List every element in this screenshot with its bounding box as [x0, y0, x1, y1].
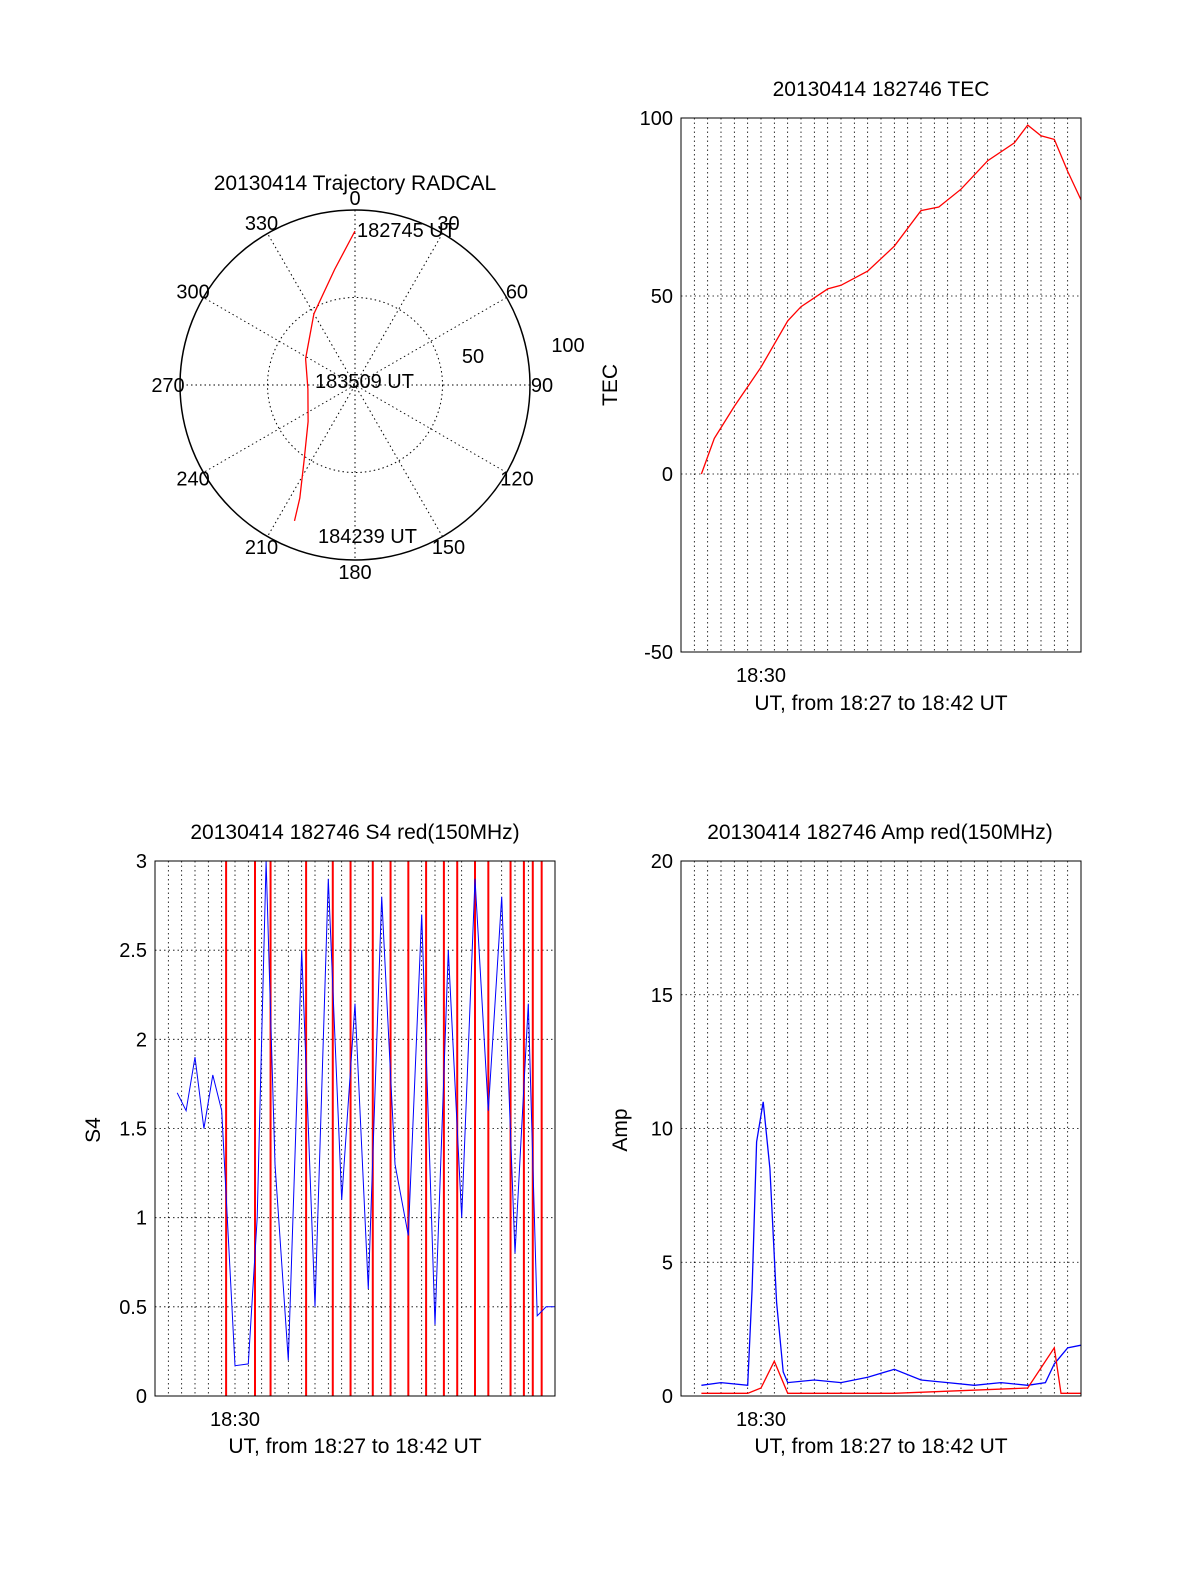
- tec-panel: 20130414 182746 TEC -50 0 50 100 18:30 UT, …: [599, 78, 1082, 715]
- tec-y-axis-label: TEC: [599, 364, 622, 406]
- tec-x-tick-label: 18:30: [736, 665, 786, 687]
- polar-angle-label: 240: [176, 469, 209, 491]
- s4-axes-frame: [154, 860, 556, 1397]
- amp-y-tick-label: 5: [662, 1252, 673, 1274]
- s4-y-tick-label: 0: [136, 1386, 147, 1408]
- tec-grid: [681, 118, 1081, 652]
- polar-angle-label: 330: [245, 213, 278, 235]
- amp-grid: [681, 861, 1081, 1396]
- amp-y-tick-label: 10: [651, 1119, 673, 1141]
- amp-y-tick-label: 0: [662, 1386, 673, 1408]
- s4-blue-series-line: [176, 860, 555, 1367]
- annotation-mid: 183509 UT: [315, 371, 414, 393]
- polar-ring-50: [267, 297, 443, 473]
- polar-angle-label: 30: [437, 213, 459, 235]
- amp-axes-frame: [680, 860, 1082, 1397]
- polar-angle-label: 60: [506, 282, 528, 304]
- amp-x-axis-label: UT, from 18:27 to 18:42 UT: [754, 1435, 1007, 1458]
- s4-x-axis-label: UT, from 18:27 to 18:42 UT: [228, 1435, 481, 1458]
- trajectory-title: 20130414 Trajectory RADCAL: [214, 172, 497, 195]
- polar-angle-label: 90: [531, 375, 553, 397]
- polar-radius-label-50: 50: [462, 346, 484, 368]
- tec-title: 20130414 182746 TEC: [773, 78, 990, 101]
- s4-grid: [155, 861, 555, 1396]
- tec-y-tick-label: 100: [640, 108, 673, 130]
- amp-panel: 20130414 182746 Amp red(150MHz) 0 5 10 15 20…: [609, 821, 1082, 1458]
- s4-y-tick-label: 3: [136, 851, 147, 873]
- s4-y-tick-label: 1.5: [119, 1119, 147, 1141]
- amp-red-series-line: [701, 1346, 1081, 1394]
- tec-series-line: [700, 124, 1082, 475]
- polar-angle-label: 0: [349, 188, 360, 210]
- tec-y-tick-labels: -50 0 50 100: [640, 108, 673, 664]
- s4-y-tick-label: 0.5: [119, 1297, 147, 1319]
- tec-y-tick-label: 0: [662, 464, 673, 486]
- s4-x-tick-label: 18:30: [210, 1409, 260, 1431]
- amp-blue-series-line: [701, 1101, 1082, 1387]
- polar-angle-label: 120: [500, 469, 533, 491]
- polar-angle-labels: 0 30 60 90 120 150 180 210 240 270 300 330: [151, 188, 553, 584]
- amp-y-axis-label: Amp: [609, 1108, 632, 1151]
- tec-x-axis-label: UT, from 18:27 to 18:42 UT: [754, 692, 1007, 715]
- s4-y-axis-label: S4: [82, 1117, 105, 1143]
- polar-angle-label: 270: [151, 375, 184, 397]
- s4-y-tick-labels: 0 0.5 1 1.5 2 2.5 3: [119, 851, 147, 1408]
- trajectory-track: [293, 230, 356, 522]
- polar-radius-label-100: 100: [551, 335, 584, 357]
- annotation-end: 184239 UT: [318, 526, 417, 548]
- tec-axes-frame: [680, 117, 1082, 653]
- annotation-start: 182745 UT: [357, 220, 456, 242]
- trajectory-panel: 20130414 Trajectory RADCAL 0 30 60 90 120 150…: [151, 172, 584, 584]
- polar-angle-label: 210: [245, 537, 278, 559]
- amp-title: 20130414 182746 Amp red(150MHz): [707, 821, 1053, 844]
- amp-y-tick-label: 20: [651, 851, 673, 873]
- s4-title: 20130414 182746 S4 red(150MHz): [190, 821, 519, 844]
- tec-y-tick-label: -50: [644, 642, 673, 664]
- s4-y-tick-label: 2.5: [119, 940, 147, 962]
- polar-angle-label: 180: [338, 562, 371, 584]
- s4-y-tick-label: 2: [136, 1029, 147, 1051]
- amp-y-tick-labels: 0 5 10 15 20: [651, 851, 673, 1408]
- polar-angle-label: 150: [432, 537, 465, 559]
- tec-y-tick-label: 50: [651, 286, 673, 308]
- s4-panel: 20130414 182746 S4 red(150MHz) 0 0.5 1 1.5 2…: [82, 821, 556, 1458]
- s4-y-tick-label: 1: [136, 1208, 147, 1230]
- polar-angle-label: 300: [176, 282, 209, 304]
- amp-x-tick-label: 18:30: [736, 1409, 786, 1431]
- amp-y-tick-label: 15: [651, 985, 673, 1007]
- polar-grid: [179, 209, 531, 561]
